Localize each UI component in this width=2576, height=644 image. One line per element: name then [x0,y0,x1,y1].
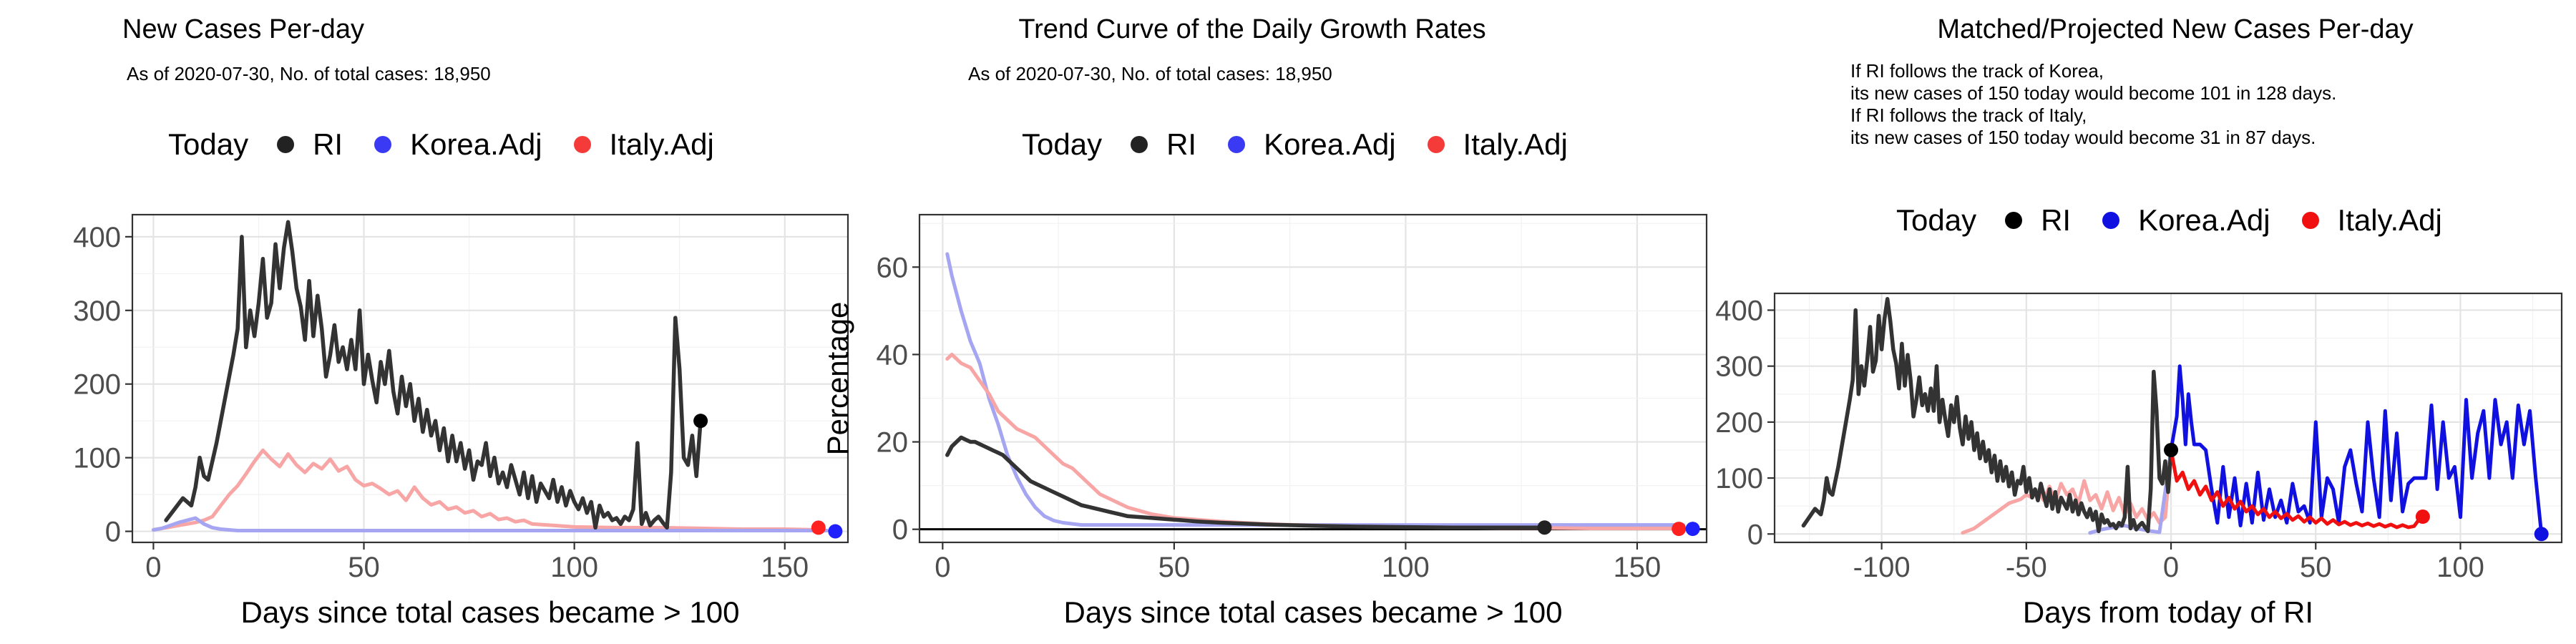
y-tick-label: 0 [1747,519,1763,550]
legend-label-korea: Korea.Adj [410,127,542,161]
legend-dot-ri [2005,212,2023,229]
legend-dot-ri [1131,136,1148,153]
legend-title: Today [1896,203,1977,237]
x-axis-label: Days since total cases became > 100 [241,595,740,629]
legend-label-korea: Korea.Adj [2138,203,2270,237]
subtitle-line: As of 2020-07-30, No. of total cases: 18… [127,63,491,84]
today-point-italy-adj [811,520,826,535]
legend-label-ri: RI [1166,127,1197,161]
x-tick-label: 100 [550,552,598,583]
y-tick-label: 200 [73,369,121,401]
chart-subtitle: As of 2020-07-30, No. of total cases: 18… [127,63,491,85]
series-line-korea-adj [151,516,829,532]
today-point-korea-adj [1685,522,1700,537]
legend-dot-italy [2301,212,2319,229]
new-cases-chart-panel: New Cases Per-day As of 2020-07-30, No. … [0,0,859,644]
chart-title: New Cases Per-day [122,14,364,44]
y-tick-label: 40 [877,339,909,371]
x-tick-label: 150 [761,552,809,583]
y-axis-label: Percentage [821,302,854,456]
subtitle-line: If RI follows the track of Italy, [1850,104,2087,126]
subtitle-line: its new cases of 150 today would become … [1850,82,2337,104]
legend-dot-italy [573,136,591,153]
subtitle-line: As of 2020-07-30, No. of total cases: 18… [968,63,1332,84]
legend-dot-ri [277,136,295,153]
x-tick-label: 50 [2300,552,2332,583]
series-line-ri [1801,297,2173,534]
series-line-korea-adj-projected [2169,364,2544,536]
series-line-italy-adj-matched-past [1961,448,2173,535]
legend-dot-korea [2102,212,2120,229]
today-point-italy-adj [1672,522,1687,537]
y-tick-label: 300 [1715,351,1763,383]
legend-label-italy: Italy.Adj [609,127,714,161]
y-tick-label: 300 [73,296,121,327]
today-point-ri [2164,442,2179,457]
series-line-italy-adj [151,448,821,532]
legend-label-italy: Italy.Adj [2337,203,2442,237]
series-line-ri [945,435,1547,530]
y-tick-label: 100 [73,443,121,474]
y-tick-label: 400 [73,222,121,253]
legend-dot-korea [1228,136,1246,153]
today-point-korea-adj [2534,527,2549,542]
x-tick-label: 100 [1382,552,1430,583]
series-line-italy-adj-projected [2169,448,2425,530]
x-tick-label: -100 [1853,552,1911,583]
series-line-korea-adj [945,252,1686,527]
chart-legend: Today RI Korea.Adj Italy.Adj [1896,203,2474,238]
x-tick-label: -50 [2006,552,2047,583]
x-tick-label: 0 [145,552,161,583]
legend-title: Today [1022,127,1103,161]
legend-label-korea: Korea.Adj [1264,127,1396,161]
legend-dot-korea [374,136,392,153]
today-point-korea-adj [828,524,843,539]
legend-label-italy: Italy.Adj [1463,127,1568,161]
x-tick-label: 0 [935,552,950,583]
x-tick-label: 0 [2163,552,2179,583]
legend-label-ri: RI [313,127,343,161]
growth-rate-chart-panel: Trend Curve of the Daily Growth Rates As… [821,0,1717,644]
y-tick-label: 400 [1715,295,1763,326]
growth-rate-plot: 0 50 100 150 0 20 40 60 Days since total cases b… [821,213,1708,629]
today-point-ri [1537,520,1552,535]
plot-border [918,213,1708,544]
legend-title: Today [168,127,249,161]
chart-legend: Today RI Korea.Adj Italy.Adj [1022,127,1599,162]
y-tick-label: 200 [1715,407,1763,439]
x-tick-label: 50 [348,552,380,583]
legend-label-ri: RI [2041,203,2072,237]
chart-subtitle: If RI follows the track of Korea, its ne… [1850,60,2336,149]
x-tick-label: 50 [1158,552,1191,583]
today-point-italy-adj [2415,509,2430,525]
y-tick-label: 100 [1715,463,1763,494]
y-tick-label: 0 [105,517,121,548]
subtitle-line: its new cases of 150 today would become … [1850,127,2316,148]
y-tick-label: 20 [877,427,909,459]
y-tick-label: 0 [892,514,908,546]
chart-title: Matched/Projected New Cases Per-day [1937,14,2414,44]
new-cases-plot: 0 50 100 150 0 100 200 300 400 Days since total c… [73,213,849,629]
x-axis-label: Days from today of RI [2023,595,2313,629]
subtitle-line: If RI follows the track of Korea, [1850,60,2104,82]
x-tick-label: 100 [2436,552,2484,583]
projected-cases-plot: -100 -50 0 50 100 0 100 200 300 400 Days from toda… [1715,292,2563,629]
legend-dot-italy [1427,136,1445,153]
today-point-ri [693,414,708,429]
projected-cases-chart-panel: Matched/Projected New Cases Per-day If R… [1715,0,2576,644]
plot-border [1773,292,2563,544]
plot-border [131,213,849,544]
chart-legend: Today RI Korea.Adj Italy.Adj [168,127,746,162]
series-line-ri [164,220,703,530]
x-axis-label: Days since total cases became > 100 [1064,595,1563,629]
x-tick-label: 150 [1614,552,1662,583]
chart-subtitle: As of 2020-07-30, No. of total cases: 18… [968,63,1332,85]
y-tick-label: 60 [877,252,909,283]
chart-title: Trend Curve of the Daily Growth Rates [1018,14,1486,44]
